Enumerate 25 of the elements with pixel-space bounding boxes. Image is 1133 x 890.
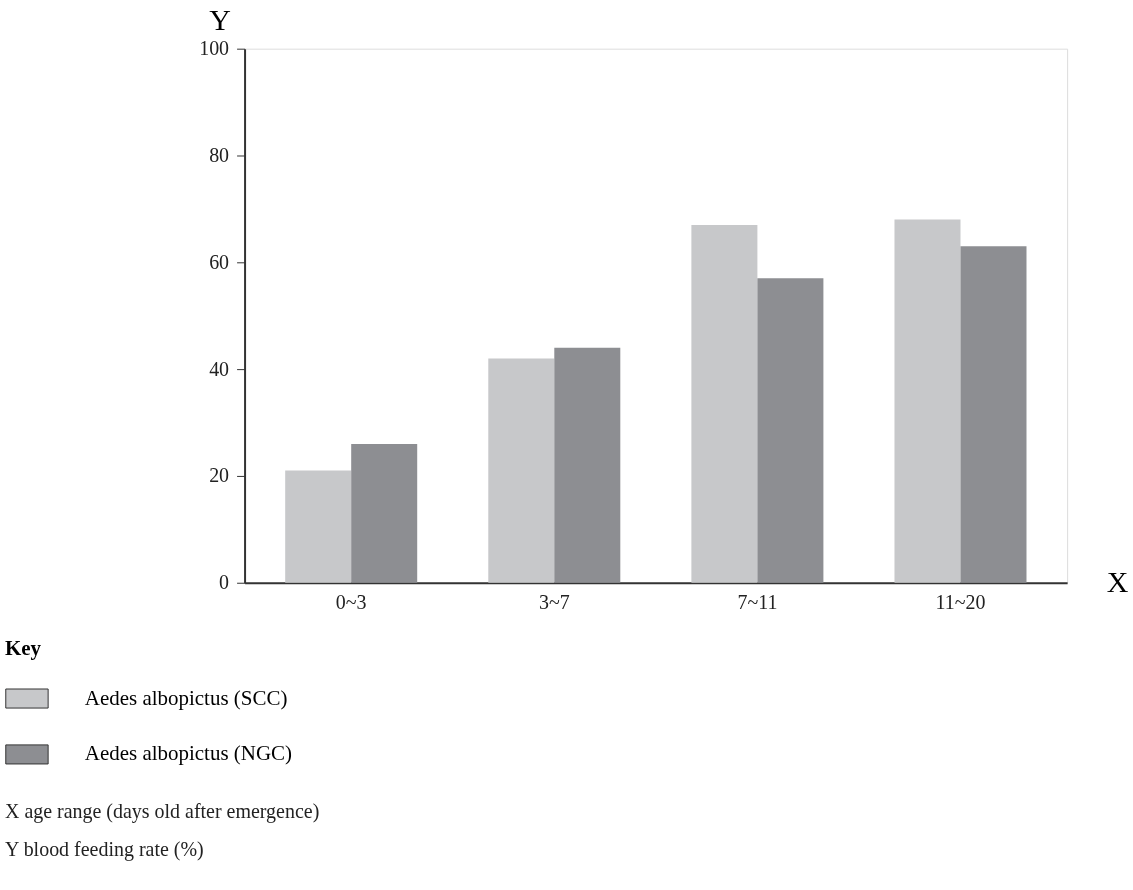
bar [285, 470, 352, 583]
text: Y blood feeding rate (%) [4, 838, 204, 862]
x-tick-label: 11~20 [935, 591, 986, 614]
bar [757, 278, 824, 583]
legend-title: Key [4, 635, 42, 660]
y-axis-title: Y [209, 3, 231, 37]
bar [960, 246, 1027, 583]
y-tick-label: 20 [209, 464, 230, 487]
y-tick-label: 40 [209, 357, 230, 380]
bar [351, 443, 418, 583]
y-tick-label: 60 [209, 250, 230, 273]
bar [691, 224, 758, 583]
x-tick-label: 3~7 [538, 591, 570, 614]
legend-label: Aedes albopictus (NGC) [84, 741, 293, 766]
text: X age range (days old after emergence) [4, 800, 320, 824]
y-tick-label: 80 [209, 143, 230, 166]
x-tick-label: 0~3 [335, 591, 367, 614]
y-tick-label: 100 [199, 37, 230, 60]
bar [488, 358, 555, 583]
bar [894, 219, 961, 583]
x-axis-title: X [1106, 565, 1129, 599]
x-tick-label: 7~11 [737, 591, 778, 614]
legend-label: Aedes albopictus (SCC) [84, 685, 288, 710]
y-tick-label: 0 [219, 571, 230, 594]
bar [554, 347, 621, 583]
